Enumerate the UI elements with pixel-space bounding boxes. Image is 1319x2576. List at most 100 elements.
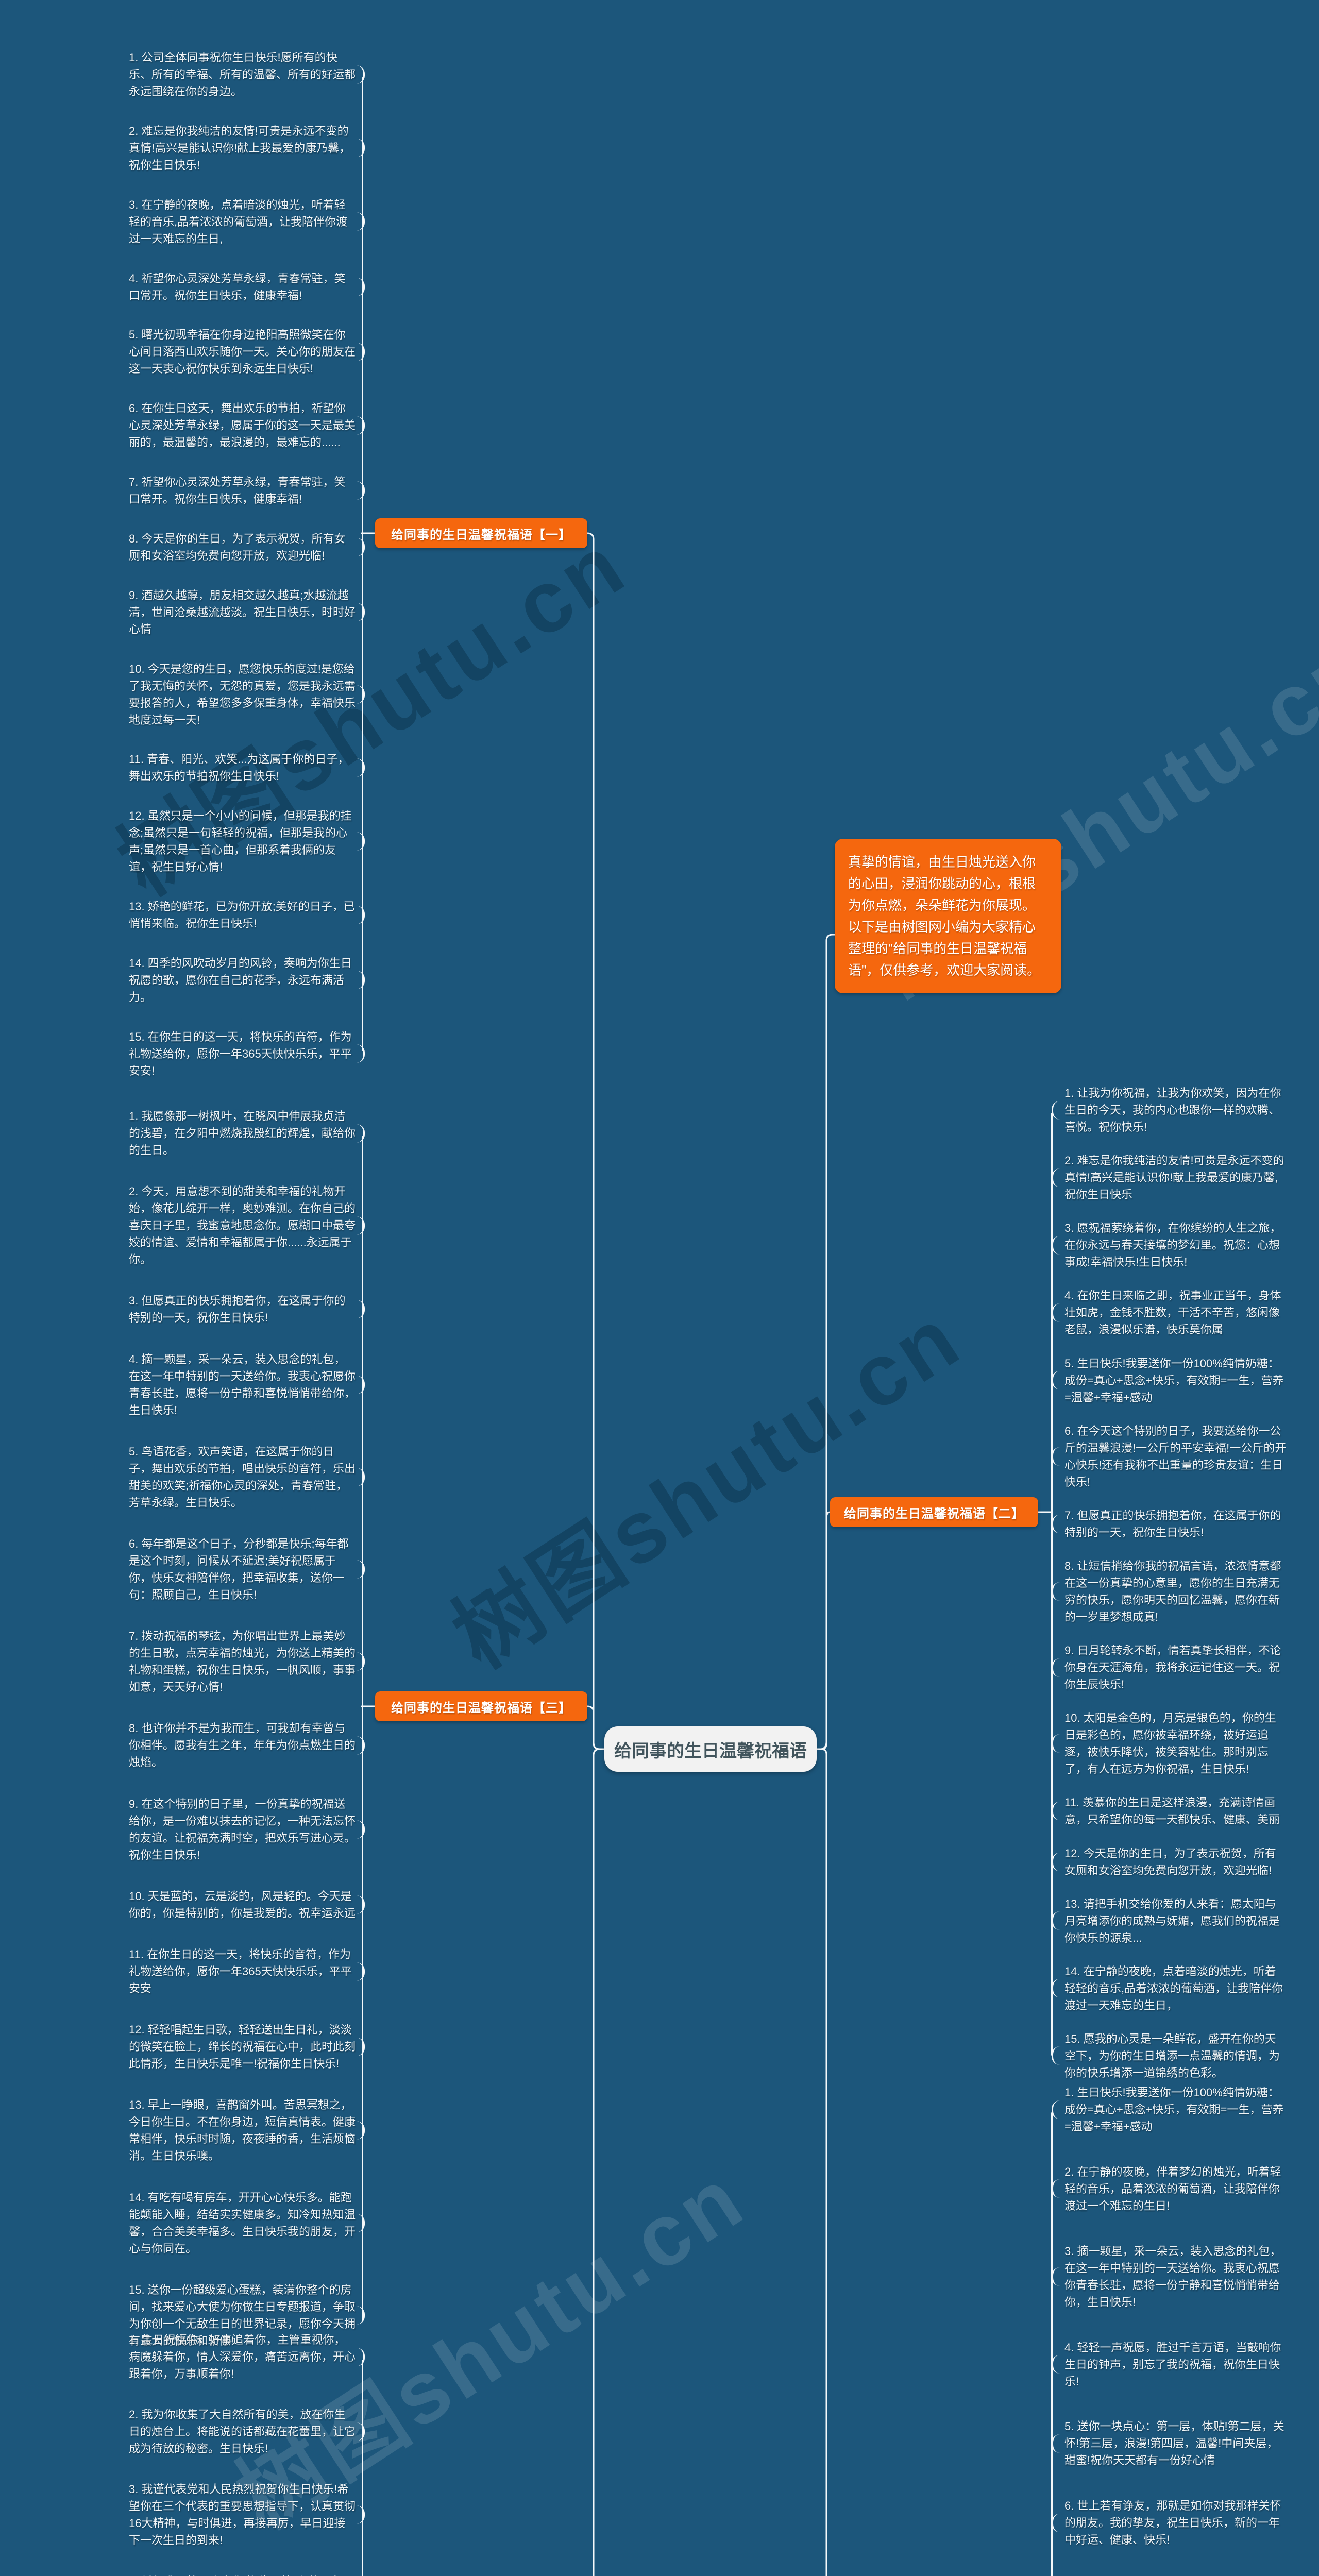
item-connector-hook xyxy=(356,1375,365,1394)
item-text: 11. 羡慕你的生日是这样浪漫，充满诗情画意，只希望你的每一天都快乐、健康、美丽 xyxy=(1064,1796,1280,1826)
bracket-branch-4 xyxy=(1051,2112,1053,2576)
item-text: 3. 愿祝福萦绕着你，在你缤纷的人生之旅，在你永远与春天接壤的梦幻里。祝您：心想… xyxy=(1064,1222,1281,1269)
item-text: 6. 在今天这个特别的日子，我要送给你一公斤的温馨浪漫!一公斤的平安幸福!一公斤… xyxy=(1064,1424,1287,1488)
item-connector-hook xyxy=(1052,2267,1060,2286)
list-item: 5. 送你一块点心：第一层，体贴!第二层，关怀!第三层，浪漫!第四层，温馨!中间… xyxy=(1052,2418,1287,2469)
list-item: 11. 羡慕你的生日是这样浪漫，充满诗情画意，只希望你的每一天都快乐、健康、美丽 xyxy=(1052,1794,1287,1828)
list-item: 14. 四季的风吹动岁月的风铃，奏响为你生日祝愿的歌，愿你在自己的花季，永远布满… xyxy=(129,955,365,1006)
list-item: 3. 但愿真正的快乐拥抱着你，在这属于你的特别的一天，祝你生日快乐! xyxy=(129,1292,365,1326)
item-connector-hook xyxy=(1052,1734,1060,1753)
item-connector-hook xyxy=(1052,1371,1060,1390)
branch-5-items: 1. 生日祝福你，好事追着你，主管重视你，病魔躲着你，情人深爱你，痛苦远离你，开… xyxy=(129,2331,365,2576)
item-connector-hook xyxy=(356,1044,365,1063)
item-connector-hook xyxy=(1052,1235,1060,1255)
link-branch-3 xyxy=(586,1705,605,1750)
list-item: 2. 我为你收集了大自然所有的美，放在你生日的烛台上。将能说的话都藏在花蕾里，让… xyxy=(129,2406,365,2457)
list-item: 6. 每年都是这个日子，分秒都是快乐;每年都是这个时刻，问候从不延迟;美好祝愿属… xyxy=(129,1535,365,1603)
item-connector-hook xyxy=(356,139,365,158)
item-connector-hook xyxy=(356,832,365,851)
bracket-branch-5 xyxy=(362,2360,363,2576)
item-text: 2. 今天，用意想不到的甜美和幸福的礼物开始，像花儿绽开一样，奥妙难测。在你自己… xyxy=(129,1185,356,1266)
branch-node-2[interactable]: 给同事的生日温馨祝福语【二】 xyxy=(830,1497,1038,1527)
item-text: 4. 摘一颗星，采一朵云，装入思念的礼包，在这一年中特别的一天送给你。我衷心祝愿… xyxy=(129,1352,356,1417)
list-item: 2. 今天，用意想不到的甜美和幸福的礼物开始，像花儿绽开一样，奥妙难测。在你自己… xyxy=(129,1183,365,1268)
item-connector-hook xyxy=(356,416,365,435)
item-connector-hook xyxy=(1052,1514,1060,1533)
list-item: 5. 曙光初现幸福在你身边艳阳高照微笑在你心间日落西山欢乐随你一天。关心你的朋友… xyxy=(129,326,365,377)
list-item: 14. 有吃有喝有房车，开开心心快乐多。能跑能颠能入睡，结结实实健康多。知冷知热… xyxy=(129,2189,365,2257)
item-text: 4. 轻轻一声祝愿，胜过千言万语，当敲响你生日的钟声，别忘了我的祝福，祝你生日快… xyxy=(1064,2341,1281,2388)
item-text: 14. 有吃有喝有房车，开开心心快乐多。能跑能颠能入睡，结结实实健康多。知冷知热… xyxy=(129,2191,356,2255)
item-text: 4. 希望我是第一个向你道"生日快乐"的朋友，愿这一年中快乐、成功! xyxy=(129,2573,356,2576)
list-item: 12. 虽然只是一个小小的问候，但那是我的挂念;虽然只是一句轻轻的祝福，但那是我… xyxy=(129,807,365,875)
list-item: 7. 但愿真正的快乐拥抱着你，在这属于你的特别的一天，祝你生日快乐! xyxy=(1052,1507,1287,1541)
item-text: 5. 鸟语花香，欢声笑语，在这属于你的日子，舞出欢乐的节拍，唱出快乐的音符，乐出… xyxy=(129,1445,356,1509)
item-text: 15. 在你生日的这一天，将快乐的音符，作为礼物送给你，愿你一年365天快快乐乐… xyxy=(129,1030,352,1077)
item-connector-hook xyxy=(356,1962,365,1981)
branch-node-3[interactable]: 给同事的生日温馨祝福语【三】 xyxy=(375,1691,587,1721)
list-item: 8. 也许你并不是为我而生，可我却有幸曾与你相伴。愿我有生之年，年年为你点燃生日… xyxy=(129,1720,365,1771)
item-text: 5. 送你一块点心：第一层，体贴!第二层，关怀!第三层，浪漫!第四层，温馨!中间… xyxy=(1064,2420,1284,2467)
list-item: 4. 轻轻一声祝愿，胜过千言万语，当敲响你生日的钟声，别忘了我的祝福，祝你生日快… xyxy=(1052,2339,1287,2390)
item-text: 7. 但愿真正的快乐拥抱着你，在这属于你的特别的一天，祝你生日快乐! xyxy=(1064,1509,1281,1539)
item-text: 6. 世上若有诤友，那就是如你对我那样关怀的朋友。我的挚友，祝生日快乐，新的一年… xyxy=(1064,2499,1281,2547)
list-item: 3. 我谨代表党和人民热烈祝贺你生日快乐!希望你在三个代表的重要思想指导下，认真… xyxy=(129,2481,365,2549)
item-text: 9. 酒越久越醇，朋友相交越久越真;水越流越清，世间沧桑越流越淡。祝生日快乐，时… xyxy=(129,588,356,636)
central-topic[interactable]: 给同事的生日温馨祝福语 xyxy=(604,1726,817,1772)
item-text: 14. 四季的风吹动岁月的风铃，奏响为你生日祝愿的歌，愿你在自己的花季，永远布满… xyxy=(129,956,352,1004)
item-connector-hook xyxy=(356,1124,365,1143)
item-text: 11. 在你生日的这一天，将快乐的音符，作为礼物送给你，愿你一年365天快快乐乐… xyxy=(129,1948,352,1995)
item-connector-hook xyxy=(356,2505,365,2524)
item-connector-hook xyxy=(356,906,365,925)
item-text: 15. 送你一份超级爱心蛋糕，装满你整个的房间，找来爱心大使为你做生日专题报道，… xyxy=(129,2283,356,2347)
item-connector-hook xyxy=(356,212,365,231)
item-text: 9. 日月轮转永不断，情若真挚长相伴，不论你身在天涯海角，我将永远记住这一天。祝… xyxy=(1064,1644,1281,1691)
item-connector-hook xyxy=(356,277,365,296)
item-connector-hook xyxy=(1052,1979,1060,1998)
list-item: 13. 请把手机交给你爱的人来看：愿太阳与月亮增添你的成熟与妩媚，愿我们的祝福是… xyxy=(1052,1895,1287,1946)
item-text: 13. 娇艳的鲜花，已为你开放;美好的日子，已悄悄来临。祝你生日快乐! xyxy=(129,900,355,930)
item-text: 2. 难忘是你我纯洁的友情!可贵是永远不变的真情!高兴是能认识你!献上我最爱的康… xyxy=(1064,1154,1284,1201)
item-connector-hook xyxy=(356,1652,365,1671)
item-text: 12. 今天是你的生日，为了表示祝贺，所有女厕和女浴室均免费向您开放，欢迎光临! xyxy=(1064,1846,1276,1877)
item-connector-hook xyxy=(1052,1911,1060,1930)
list-item: 5. 生日快乐!我要送你一份100%纯情奶糖：成份=真心+思念+快乐，有效期=一… xyxy=(1052,1355,1287,1406)
list-item: 1. 我愿像那一树枫叶，在晓风中伸展我贞洁的浅碧，在夕阳中燃烧我殷红的辉煌，献给… xyxy=(129,1108,365,1159)
item-connector-hook xyxy=(356,2306,365,2325)
item-text: 8. 让短信捎给你我的祝福言语，浓浓情意都在这一份真挚的心意里，愿你的生日充满无… xyxy=(1064,1559,1281,1623)
item-text: 12. 虽然只是一个小小的问候，但那是我的挂念;虽然只是一句轻轻的祝福，但那是我… xyxy=(129,809,352,874)
item-text: 3. 我谨代表党和人民热烈祝贺你生日快乐!希望你在三个代表的重要思想指导下，认真… xyxy=(129,2483,356,2547)
list-item: 1. 生日祝福你，好事追着你，主管重视你，病魔躲着你，情人深爱你，痛苦远离你，开… xyxy=(129,2331,365,2382)
link-branch-2 xyxy=(816,1511,831,1750)
item-connector-hook xyxy=(356,1736,365,1755)
branch-2-items: 1. 让我为你祝福，让我为你欢笑，因为在你生日的今天，我的内心也跟你一样的欢腾、… xyxy=(1052,1084,1287,2081)
item-connector-hook xyxy=(356,1820,365,1839)
item-connector-hook xyxy=(356,2037,365,2056)
item-text: 13. 请把手机交给你爱的人来看：愿太阳与月亮增添你的成熟与妩媚，愿我们的祝福是… xyxy=(1064,1897,1280,1944)
item-text: 3. 但愿真正的快乐拥抱着你，在这属于你的特别的一天，祝你生日快乐! xyxy=(129,1294,346,1325)
item-text: 10. 今天是您的生日，愿您快乐的度过!是您给了我无悔的关怀，无怨的真爱，您是我… xyxy=(129,662,356,726)
item-connector-hook xyxy=(1052,1802,1060,1821)
item-text: 13. 早上一睁眼，喜鹊窗外叫。苦思冥想之，今日你生日。不在你身边，短信真情表。… xyxy=(129,2098,356,2163)
list-item: 1. 生日快乐!我要送你一份100%纯情奶糖：成份=真心+思念+快乐，有效期=一… xyxy=(1052,2084,1287,2135)
item-connector-hook xyxy=(356,2422,365,2441)
branch-node-1[interactable]: 给同事的生日温馨祝福语【一】 xyxy=(375,518,587,548)
list-item: 13. 娇艳的鲜花，已为你开放;美好的日子，已悄悄来临。祝你生日快乐! xyxy=(129,898,365,932)
item-text: 2. 我为你收集了大自然所有的美，放在你生日的烛台上。将能说的话都藏在花蕾里，让… xyxy=(129,2408,356,2455)
item-text: 12. 轻轻唱起生日歌，轻轻送出生日礼，淡淡的微笑在脸上，绵长的祝福在心中，此时… xyxy=(129,2023,356,2071)
branch-3-items: 1. 我愿像那一树枫叶，在晓风中伸展我贞洁的浅碧，在夕阳中燃烧我殷红的辉煌，献给… xyxy=(129,1108,365,2349)
link-branch-5 xyxy=(593,1748,605,2576)
branch-1-items: 1. 公司全体同事祝你生日快乐!愿所有的快乐、所有的幸福、所有的温馨、所有的好运… xyxy=(129,49,365,1079)
item-text: 10. 天是蓝的，云是淡的，风是轻的。今天是你的，你是特别的，你是我爱的。祝幸运… xyxy=(129,1889,356,1920)
list-item: 1. 公司全体同事祝你生日快乐!愿所有的快乐、所有的幸福、所有的温馨、所有的好运… xyxy=(129,49,365,100)
list-item: 12. 今天是你的生日，为了表示祝贺，所有女厕和女浴室均免费向您开放，欢迎光临! xyxy=(1052,1845,1287,1879)
intro-note[interactable]: 真挚的情谊，由生日烛光送入你的心田，浸润你跳动的心，根根为你点燃，朵朵鲜花为你展… xyxy=(835,839,1061,993)
item-connector-hook xyxy=(1052,1447,1060,1466)
link-note xyxy=(816,934,836,1750)
list-item: 8. 让短信捎给你我的祝福言语，浓浓情意都在这一份真挚的心意里，愿你的生日充满无… xyxy=(1052,1557,1287,1625)
list-item: 15. 愿我的心灵是一朵鲜花，盛开在你的天空下，为你的生日增添一点温馨的情调，为… xyxy=(1052,2030,1287,2081)
item-text: 1. 生日祝福你，好事追着你，主管重视你，病魔躲着你，情人深爱你，痛苦远离你，开… xyxy=(129,2333,356,2380)
item-text: 11. 青春、阳光、欢笑...为这属于你的日子，舞出欢乐的节拍祝你生日快乐! xyxy=(129,753,349,783)
